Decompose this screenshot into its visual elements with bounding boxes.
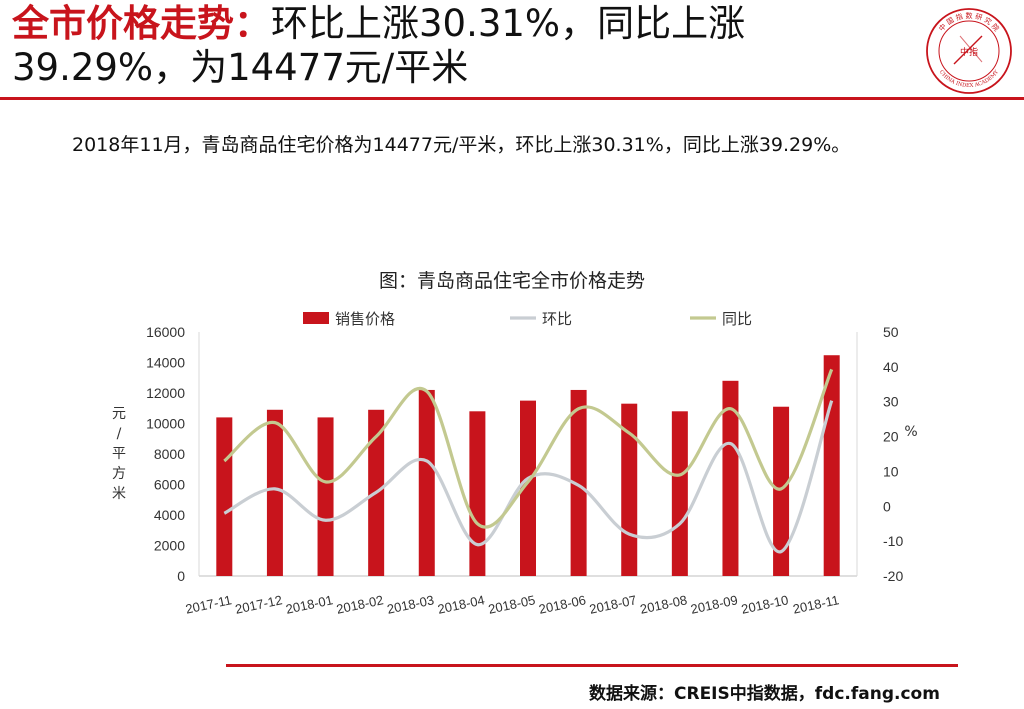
bar-2018-03 (418, 389, 435, 576)
x-tick-label: 2018-05 (487, 592, 537, 617)
bar-2018-08 (671, 411, 688, 576)
chart-title: 图：青岛商品住宅全市价格走势 (378, 270, 645, 292)
legend-swatch-销售价格 (303, 312, 329, 324)
bar-2017-12 (266, 409, 283, 576)
line-环比 (223, 400, 834, 554)
header-rule (0, 97, 1024, 100)
y-axis-label: 元/平方米 (112, 406, 126, 502)
y-tick-label: 10000 (146, 416, 185, 432)
page-heading: 全市价格走势：环比上涨30.31%，同比上涨 39.29%，为14477元/平米 (12, 2, 892, 90)
y2-axis-label: % (904, 424, 917, 440)
x-tick-label: 2018-07 (588, 592, 638, 617)
y-tick-label: 6000 (154, 477, 185, 493)
x-tick-label: 2018-03 (386, 592, 436, 617)
y2-tick-label: -20 (883, 568, 903, 584)
x-tick-label: 2018-08 (639, 592, 689, 617)
y2-tick-label: 30 (883, 394, 899, 410)
x-tick-label: 2018-04 (436, 592, 486, 617)
bar-2018-10 (773, 406, 790, 576)
bar-2017-11 (216, 417, 233, 576)
legend-label-环比: 环比 (542, 310, 572, 328)
x-tick-label: 2017-12 (234, 592, 284, 617)
x-tick-label: 2018-01 (284, 592, 334, 617)
x-tick-label: 2018-11 (791, 592, 840, 616)
summary-text: 2018年11月，青岛商品住宅价格为14477元/平米，环比上涨30.31%，同… (72, 134, 851, 156)
bar-2018-05 (520, 400, 536, 576)
china-index-academy-logo: 中 国 指 数 研 究 院 CHINA INDEX ACADEMY 中指 (926, 8, 1012, 94)
y-tick-label: 2000 (154, 538, 185, 554)
y-tick-label: 12000 (146, 385, 185, 401)
y-tick-label: 8000 (154, 446, 185, 462)
x-tick-label: 2018-02 (335, 592, 385, 617)
logo-center-text: 中指 (960, 46, 978, 58)
footer-rule (226, 664, 958, 667)
y2-tick-label: 0 (883, 498, 891, 514)
x-tick-label: 2018-10 (740, 592, 790, 617)
legend-label-销售价格: 销售价格 (335, 310, 395, 328)
bar-2018-04 (469, 411, 486, 576)
bar-2018-06 (570, 389, 587, 576)
y-tick-label: 4000 (154, 507, 185, 523)
bar-2018-09 (722, 380, 739, 576)
heading-highlight: 全市价格走势： (12, 2, 271, 45)
heading-line1: 环比上涨30.31%，同比上涨 (271, 2, 746, 45)
x-tick-label: 2017-11 (184, 592, 233, 616)
heading-line2: 39.29%，为14477元/平米 (12, 46, 469, 89)
bar-2018-01 (317, 417, 334, 576)
y-tick-label: 0 (177, 568, 185, 584)
y2-tick-label: 20 (883, 429, 899, 445)
x-tick-label: 2018-06 (537, 592, 587, 617)
y-tick-label: 16000 (146, 324, 185, 340)
y2-tick-label: 10 (883, 463, 899, 479)
line-同比 (223, 368, 834, 529)
y2-tick-label: 50 (883, 324, 899, 340)
y-tick-label: 14000 (146, 355, 185, 371)
legend-label-同比: 同比 (722, 310, 752, 328)
y2-tick-label: -10 (883, 533, 903, 549)
x-tick-label: 2018-09 (689, 592, 739, 617)
data-source: 数据来源：CREIS中指数据，fdc.fang.com (589, 684, 940, 704)
y2-tick-label: 40 (883, 359, 899, 375)
